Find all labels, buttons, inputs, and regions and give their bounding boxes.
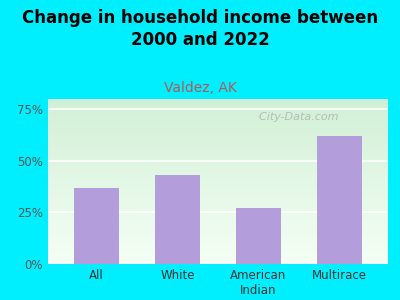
Text: City-Data.com: City-Data.com [252,112,338,122]
Text: Change in household income between
2000 and 2022: Change in household income between 2000 … [22,9,378,49]
Bar [317,136,362,264]
Bar [74,188,119,264]
Bar [236,208,281,264]
Bar [155,175,200,264]
Text: Valdez, AK: Valdez, AK [164,81,236,95]
